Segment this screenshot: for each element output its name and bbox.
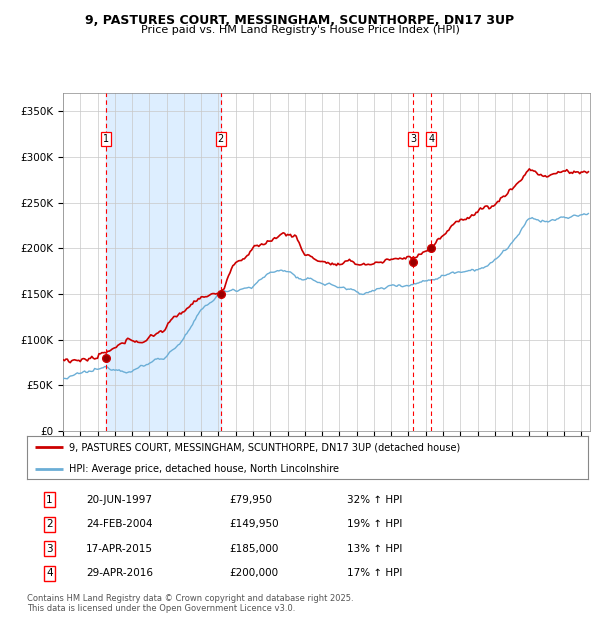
Text: 17% ↑ HPI: 17% ↑ HPI: [347, 568, 402, 578]
Text: 17-APR-2015: 17-APR-2015: [86, 544, 153, 554]
Text: £185,000: £185,000: [229, 544, 278, 554]
Text: £200,000: £200,000: [229, 568, 278, 578]
Text: 3: 3: [410, 134, 416, 144]
Text: 9, PASTURES COURT, MESSINGHAM, SCUNTHORPE, DN17 3UP (detached house): 9, PASTURES COURT, MESSINGHAM, SCUNTHORP…: [69, 443, 460, 453]
Text: 19% ↑ HPI: 19% ↑ HPI: [347, 519, 402, 529]
Text: £79,950: £79,950: [229, 495, 272, 505]
Text: 1: 1: [103, 134, 109, 144]
Text: 32% ↑ HPI: 32% ↑ HPI: [347, 495, 402, 505]
Text: £149,950: £149,950: [229, 519, 278, 529]
Text: 13% ↑ HPI: 13% ↑ HPI: [347, 544, 402, 554]
Text: Contains HM Land Registry data © Crown copyright and database right 2025.
This d: Contains HM Land Registry data © Crown c…: [27, 594, 353, 613]
Text: 20-JUN-1997: 20-JUN-1997: [86, 495, 152, 505]
Text: 4: 4: [428, 134, 434, 144]
Text: 2: 2: [218, 134, 224, 144]
Text: Price paid vs. HM Land Registry's House Price Index (HPI): Price paid vs. HM Land Registry's House …: [140, 25, 460, 35]
Bar: [106, 93, 221, 431]
Text: HPI: Average price, detached house, North Lincolnshire: HPI: Average price, detached house, Nort…: [69, 464, 339, 474]
Text: 2: 2: [46, 519, 53, 529]
Text: 4: 4: [46, 568, 53, 578]
Text: 3: 3: [46, 544, 53, 554]
Text: 24-FEB-2004: 24-FEB-2004: [86, 519, 152, 529]
Text: 1: 1: [46, 495, 53, 505]
Text: 9, PASTURES COURT, MESSINGHAM, SCUNTHORPE, DN17 3UP: 9, PASTURES COURT, MESSINGHAM, SCUNTHORP…: [85, 14, 515, 27]
Text: 29-APR-2016: 29-APR-2016: [86, 568, 153, 578]
